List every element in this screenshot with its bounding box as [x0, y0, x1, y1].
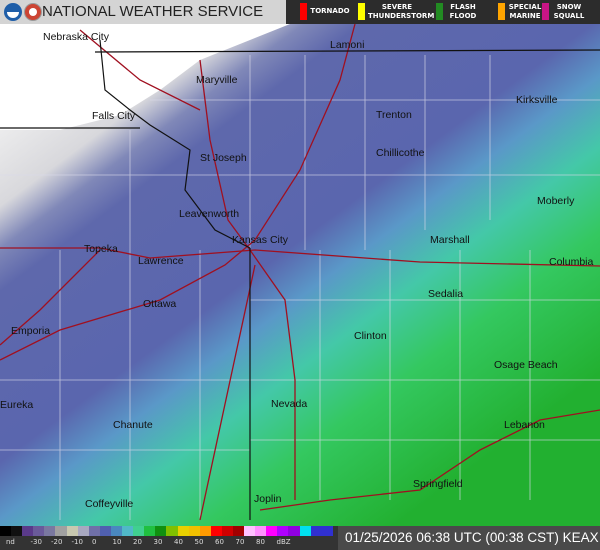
dbz-label: 30 [153, 538, 163, 546]
color-scale-step [232, 526, 245, 536]
city-labels: Nebraska City Lamoni Maryville Falls City Tr… [0, 31, 594, 510]
dbz-label: 10 [112, 538, 122, 546]
color-scale-step [288, 526, 300, 536]
city-label: Lebanon [504, 419, 545, 431]
color-swatch [300, 3, 307, 20]
city-label: Emporia [11, 325, 50, 337]
city-label: Columbia [549, 256, 594, 268]
timestamp: 01/25/2026 06:38 UTC (00:38 CST) KEAX [338, 526, 600, 550]
warning-label: SNOW SQUALL [553, 3, 585, 20]
color-scale-step [122, 526, 134, 536]
city-label: St Joseph [200, 152, 247, 164]
city-label: Joplin [254, 493, 282, 505]
city-label: Kirksville [516, 94, 558, 106]
county-lines [0, 55, 600, 520]
color-scale-step [221, 526, 233, 536]
dbz-label: 40 [174, 538, 183, 546]
warning-label: TORNADO [310, 7, 350, 15]
dbz-label: 80 [256, 538, 265, 546]
city-label: Moberly [537, 195, 575, 207]
color-scale-step [166, 526, 178, 536]
state-borders [0, 39, 600, 520]
noaa-logo [4, 3, 22, 21]
color-scale-step [66, 526, 78, 536]
city-label: Marshall [430, 234, 470, 246]
color-scale-step [255, 526, 267, 536]
color-scale-step [88, 526, 100, 536]
dbz-label: 20 [133, 538, 142, 546]
city-label: Leavenworth [179, 208, 239, 220]
warning-label: SPECIAL MARINE [508, 3, 542, 20]
city-label: Topeka [84, 243, 118, 255]
dbz-label: -30 [30, 538, 42, 546]
city-label: Trenton [376, 109, 412, 121]
nws-logo [24, 3, 42, 21]
city-label: Chanute [113, 419, 153, 431]
warning-label: SEVERE THUNDERSTORM [368, 3, 435, 20]
city-label: Falls City [92, 110, 136, 122]
dbz-label: -10 [71, 538, 83, 546]
color-scale-step [310, 526, 322, 536]
color-scale-step [11, 526, 23, 536]
color-scale-step [177, 526, 189, 536]
dbz-label: 60 [215, 538, 224, 546]
city-label: Sedalia [428, 288, 463, 300]
color-scale-step [188, 526, 200, 536]
city-label: Maryville [196, 74, 238, 86]
color-scale-step [99, 526, 111, 536]
city-label: Lawrence [138, 255, 184, 267]
dbz-color-scale [0, 526, 333, 536]
dbz-label: 50 [194, 538, 204, 546]
city-label: Kansas City [232, 234, 289, 246]
color-swatch [498, 3, 505, 20]
dbz-label: 70 [235, 538, 245, 546]
no-data-area [0, 24, 290, 130]
color-scale-step [77, 526, 89, 536]
color-scale-step [110, 526, 123, 536]
color-scale-step [33, 526, 45, 536]
color-scale-step [22, 526, 34, 536]
page-title: NATIONAL WEATHER SERVICE [42, 3, 264, 20]
color-scale-step [44, 526, 56, 536]
city-label: Lamoni [330, 39, 364, 51]
color-swatch [436, 3, 443, 20]
color-scale-step [299, 526, 311, 536]
color-scale-step [0, 526, 12, 536]
warning-label: FLASH FLOOD [449, 3, 477, 20]
city-label: Coffeyville [85, 498, 133, 510]
dbz-label: -20 [51, 538, 63, 546]
color-scale-step [155, 526, 167, 536]
color-scale-step [266, 526, 278, 536]
color-scale-step [144, 526, 156, 536]
city-label: Ottawa [143, 298, 176, 310]
roads [0, 24, 600, 521]
city-label: Nebraska City [43, 31, 110, 43]
city-label: Osage Beach [494, 359, 558, 371]
city-label: Eureka [0, 399, 33, 411]
color-scale-step [277, 526, 289, 536]
color-scale-step [55, 526, 67, 536]
warning-legend: TORNADO SEVERE THUNDERSTORM FLASH FLOOD SPE… [286, 0, 600, 24]
color-swatch [358, 3, 365, 20]
color-scale-step [210, 526, 222, 536]
city-label: Chillicothe [376, 147, 425, 159]
dbz-label: dBZ [276, 538, 291, 546]
color-swatch [542, 3, 549, 20]
color-scale-step [321, 526, 333, 536]
city-label: Clinton [354, 330, 387, 342]
color-scale-step [133, 526, 145, 536]
city-label: Springfield [413, 478, 463, 490]
dbz-label: nd [6, 538, 15, 546]
footer: nd -30 -20 -10 0 10 20 30 40 50 60 70 80 dBZ 01/25/20… [0, 526, 600, 550]
dbz-label: 0 [92, 538, 97, 546]
color-scale-step [199, 526, 211, 536]
color-scale-step [244, 526, 256, 536]
header: NATIONAL WEATHER SERVICE TORNADO SEVERE T… [0, 0, 600, 24]
city-label: Nevada [271, 398, 307, 410]
radar-map[interactable]: Nebraska City Lamoni Maryville Falls City Tr… [0, 24, 600, 526]
